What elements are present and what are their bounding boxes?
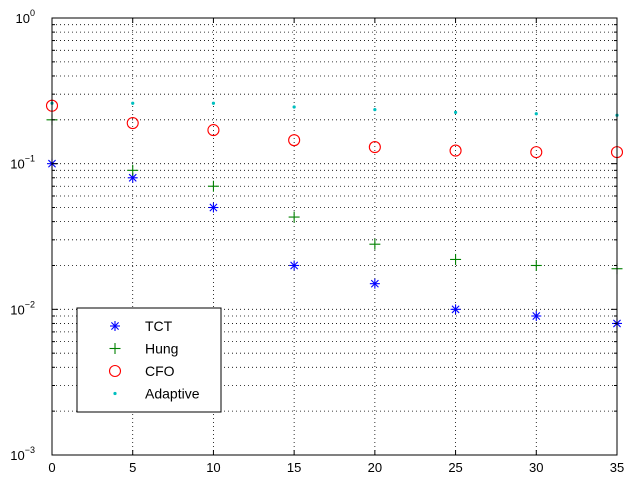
x-tick-label: 35 xyxy=(610,460,624,475)
data-point-adaptive xyxy=(453,110,458,114)
legend-label-adaptive: Adaptive xyxy=(145,386,200,402)
plot-series xyxy=(45,99,624,329)
data-point-cfo xyxy=(449,144,462,157)
data-point-adaptive xyxy=(373,108,377,112)
x-tick-label: 10 xyxy=(206,460,220,475)
marker-stroke xyxy=(111,322,119,330)
marker-dot xyxy=(292,105,296,109)
legend-marker-hung xyxy=(109,343,121,354)
data-point-adaptive xyxy=(292,105,296,109)
marker-circle xyxy=(530,146,543,159)
legend-label-hung: Hung xyxy=(145,341,178,357)
legend-label-tct: TCT xyxy=(145,318,173,334)
data-point-tct xyxy=(127,172,138,183)
data-point-cfo xyxy=(368,141,381,154)
legend-marker-adaptive xyxy=(113,391,117,396)
legend-marker-tct xyxy=(110,321,120,331)
y-tick-label: 10−3 xyxy=(10,445,35,463)
marker-dot xyxy=(534,112,538,116)
x-tick-label: 20 xyxy=(368,460,382,475)
legend-marker-cfo xyxy=(108,364,122,378)
legend-box xyxy=(76,307,222,413)
data-point-adaptive xyxy=(131,101,135,105)
marker-circle xyxy=(108,364,122,378)
data-point-cfo xyxy=(288,134,301,147)
data-point-tct xyxy=(208,202,219,213)
marker-stroke xyxy=(370,279,379,288)
series-adaptive xyxy=(50,101,619,117)
data-point-cfo xyxy=(126,117,139,130)
marker-dot xyxy=(373,108,377,112)
marker-stroke xyxy=(128,173,137,182)
data-point-tct xyxy=(369,278,380,289)
marker-dot xyxy=(113,391,117,396)
legend-label-cfo: CFO xyxy=(145,363,175,379)
marker-circle xyxy=(126,117,139,130)
marker-dot xyxy=(453,110,458,114)
x-tick-label: 0 xyxy=(48,460,55,475)
data-point-cfo xyxy=(530,146,543,159)
marker-stroke xyxy=(451,305,460,314)
data-point-hung xyxy=(207,180,219,192)
y-tick-label: 100 xyxy=(16,8,35,26)
y-tick-label: 10−1 xyxy=(10,154,35,172)
marker-stroke xyxy=(209,203,218,212)
y-tick-label: 10−2 xyxy=(10,299,35,317)
data-point-tct xyxy=(531,310,542,321)
marker-stroke xyxy=(290,261,299,270)
marker-dot xyxy=(211,101,216,105)
data-point-hung xyxy=(450,253,462,265)
marker-dot xyxy=(131,101,135,105)
axes: 0 5 10 15 20 25 30 35 10−3 10−2 10−1 100 xyxy=(10,8,624,475)
data-point-cfo xyxy=(207,124,220,137)
legend: TCT Hung CFO Adaptive xyxy=(76,307,222,413)
marker-circle xyxy=(288,134,301,147)
series-tct xyxy=(47,158,622,329)
marker-circle xyxy=(449,144,462,157)
x-tick-label: 30 xyxy=(529,460,543,475)
marker-circle xyxy=(368,141,381,154)
data-point-hung xyxy=(127,164,139,176)
data-point-hung xyxy=(288,211,300,223)
plot-frame xyxy=(51,17,618,456)
x-tick-label: 15 xyxy=(287,460,301,475)
data-point-tct xyxy=(450,304,461,315)
data-point-adaptive xyxy=(211,101,216,105)
marker-stroke xyxy=(532,312,541,320)
data-point-hung xyxy=(369,238,381,250)
x-tick-label: 5 xyxy=(129,460,136,475)
marker-circle xyxy=(207,124,220,137)
data-point-hung xyxy=(530,259,542,271)
x-tick-label: 25 xyxy=(448,460,462,475)
data-point-adaptive xyxy=(534,112,538,116)
data-point-tct xyxy=(289,260,300,271)
